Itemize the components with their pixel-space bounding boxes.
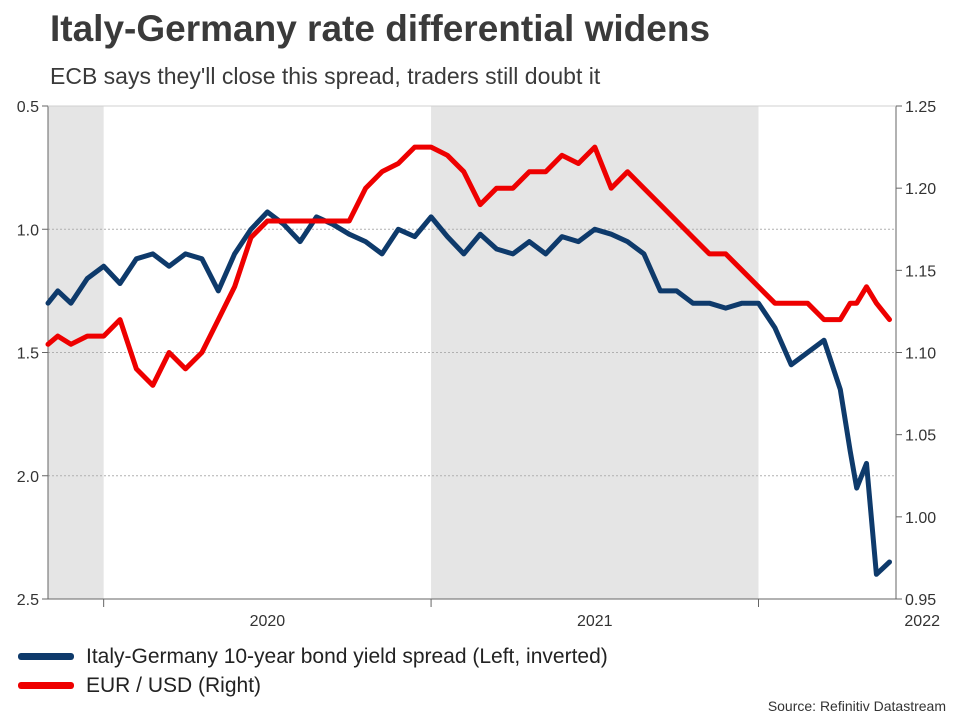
shaded-regions <box>48 106 759 599</box>
right-tick-label-3: 1.10 <box>905 346 936 363</box>
source-note: Source: Refinitiv Datastream <box>767 698 946 714</box>
series-line-spread <box>45 209 892 577</box>
x-tick-label-2022: 2022 <box>904 613 940 630</box>
x-tick-label-2020: 2020 <box>250 613 286 630</box>
left-tick-label-0: 0.5 <box>17 99 39 116</box>
legend-label-spread: Italy-Germany 10-year bond yield spread … <box>86 644 608 668</box>
legend-label-eurusd: EUR / USD (Right) <box>86 673 262 697</box>
chart-title: Italy-Germany rate differential widens <box>50 8 711 49</box>
legend-swatch-spread <box>18 653 74 660</box>
right-tick-label-2: 1.05 <box>905 428 936 445</box>
x-tick-label-2021: 2021 <box>577 613 613 630</box>
left-tick-label-2: 1.5 <box>17 346 39 363</box>
left-tick-label-1: 1.0 <box>17 222 39 239</box>
legend-swatch-eurusd <box>18 682 74 689</box>
left-tick-label-4: 2.5 <box>17 592 39 609</box>
right-tick-label-5: 1.20 <box>905 181 936 198</box>
series-line-eurusd <box>45 144 892 388</box>
right-tick-label-0: 0.95 <box>905 592 936 609</box>
chart-subtitle: ECB says they'll close this spread, trad… <box>50 63 601 89</box>
legend-item-eurusd: EUR / USD (Right) <box>18 671 608 700</box>
axes: 0.5 1.0 1.5 2.0 2.5 0.95 1.00 1.05 1.10 1.15 1.20 1… <box>17 99 940 630</box>
legend-item-spread: Italy-Germany 10-year bond yield spread … <box>18 642 608 671</box>
left-tick-label-3: 2.0 <box>17 469 39 486</box>
right-tick-label-4: 1.15 <box>905 263 936 280</box>
right-tick-label-6: 1.25 <box>905 99 936 116</box>
right-tick-label-1: 1.00 <box>905 510 936 527</box>
series-lines <box>45 144 892 577</box>
gridlines <box>48 228 896 477</box>
legend: Italy-Germany 10-year bond yield spread … <box>18 642 608 700</box>
